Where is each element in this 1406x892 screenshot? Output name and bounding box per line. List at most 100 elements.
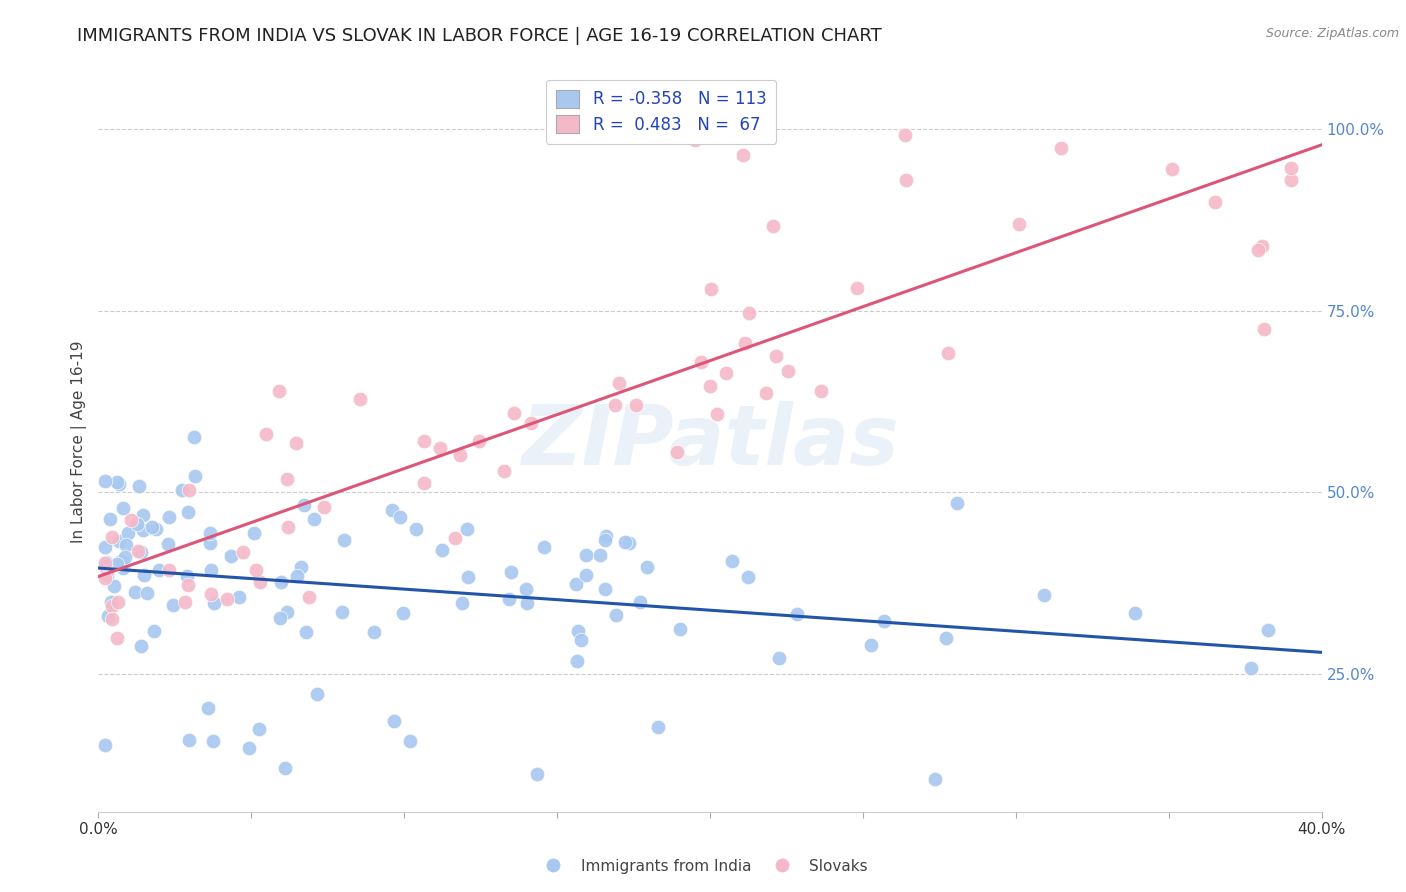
Point xyxy=(112,501,135,516)
Point xyxy=(249,722,271,736)
Point xyxy=(564,576,586,591)
Point xyxy=(636,559,658,574)
Point xyxy=(198,525,221,540)
Point xyxy=(276,606,298,620)
Point xyxy=(97,608,120,623)
Point xyxy=(232,545,254,559)
Point xyxy=(114,538,136,552)
Point xyxy=(738,306,761,320)
Point xyxy=(492,465,515,479)
Point xyxy=(699,378,721,392)
Point xyxy=(100,595,122,609)
Point xyxy=(245,563,267,577)
Y-axis label: In Labor Force | Age 16-19: In Labor Force | Age 16-19 xyxy=(72,340,87,543)
Point xyxy=(249,574,271,589)
Point xyxy=(93,540,115,554)
Legend: R = -0.358   N = 113, R =  0.483   N =  67: R = -0.358 N = 113, R = 0.483 N = 67 xyxy=(546,79,776,144)
Point xyxy=(894,128,917,142)
Point xyxy=(468,434,491,448)
Point xyxy=(363,624,385,639)
Point xyxy=(98,511,121,525)
Point xyxy=(569,633,592,648)
Point xyxy=(614,535,637,549)
Point xyxy=(96,564,118,578)
Point xyxy=(389,510,412,524)
Point xyxy=(734,335,756,350)
Point xyxy=(108,477,131,491)
Point xyxy=(107,595,129,609)
Point xyxy=(129,640,152,654)
Point xyxy=(270,575,292,590)
Point xyxy=(502,406,524,420)
Point xyxy=(765,349,787,363)
Point xyxy=(593,582,616,596)
Point xyxy=(177,505,200,519)
Point xyxy=(298,591,321,605)
Point xyxy=(810,384,832,398)
Point xyxy=(162,598,184,612)
Point xyxy=(575,568,598,582)
Point xyxy=(290,560,312,574)
Point xyxy=(520,416,543,430)
Point xyxy=(274,761,297,775)
Point xyxy=(243,526,266,541)
Point xyxy=(105,557,128,571)
Point xyxy=(267,384,290,399)
Text: IMMIGRANTS FROM INDIA VS SLOVAK IN LABOR FORCE | AGE 16-19 CORRELATION CHART: IMMIGRANTS FROM INDIA VS SLOVAK IN LABOR… xyxy=(77,27,882,45)
Point xyxy=(148,563,170,577)
Point xyxy=(1257,623,1279,637)
Point xyxy=(873,614,896,628)
Point xyxy=(157,510,180,524)
Point xyxy=(201,734,224,748)
Point xyxy=(228,591,250,605)
Point xyxy=(127,517,149,532)
Point xyxy=(135,586,157,600)
Point xyxy=(859,638,882,652)
Point xyxy=(605,607,627,622)
Point xyxy=(1008,217,1031,231)
Point xyxy=(1279,172,1302,186)
Point xyxy=(238,741,260,756)
Point xyxy=(129,545,152,559)
Point xyxy=(333,533,356,547)
Point xyxy=(456,522,478,536)
Point xyxy=(93,571,115,585)
Point xyxy=(96,567,118,582)
Point xyxy=(457,570,479,584)
Point xyxy=(1253,322,1275,336)
Point xyxy=(101,530,124,544)
Point xyxy=(294,498,316,512)
Point xyxy=(762,219,785,233)
Point xyxy=(276,472,298,486)
Point xyxy=(430,543,453,558)
Point xyxy=(93,558,115,573)
Point xyxy=(595,529,617,543)
Point xyxy=(349,392,371,407)
Point xyxy=(305,687,328,701)
Point xyxy=(451,596,474,610)
Point xyxy=(589,549,612,563)
Point xyxy=(945,496,967,510)
Point xyxy=(565,654,588,668)
Point xyxy=(498,592,520,607)
Point xyxy=(721,554,744,568)
Point xyxy=(499,565,522,579)
Point xyxy=(628,595,651,609)
Point xyxy=(617,536,640,550)
Point xyxy=(269,611,291,625)
Point xyxy=(177,483,200,497)
Point xyxy=(93,556,115,570)
Point xyxy=(1032,588,1054,602)
Point xyxy=(593,533,616,548)
Point xyxy=(111,561,134,575)
Point xyxy=(183,429,205,443)
Point xyxy=(103,579,125,593)
Point xyxy=(277,519,299,533)
Point xyxy=(114,549,136,564)
Point xyxy=(312,500,335,514)
Point xyxy=(429,442,451,456)
Point xyxy=(515,582,537,596)
Point xyxy=(108,533,131,548)
Point xyxy=(200,586,222,600)
Point xyxy=(128,479,150,493)
